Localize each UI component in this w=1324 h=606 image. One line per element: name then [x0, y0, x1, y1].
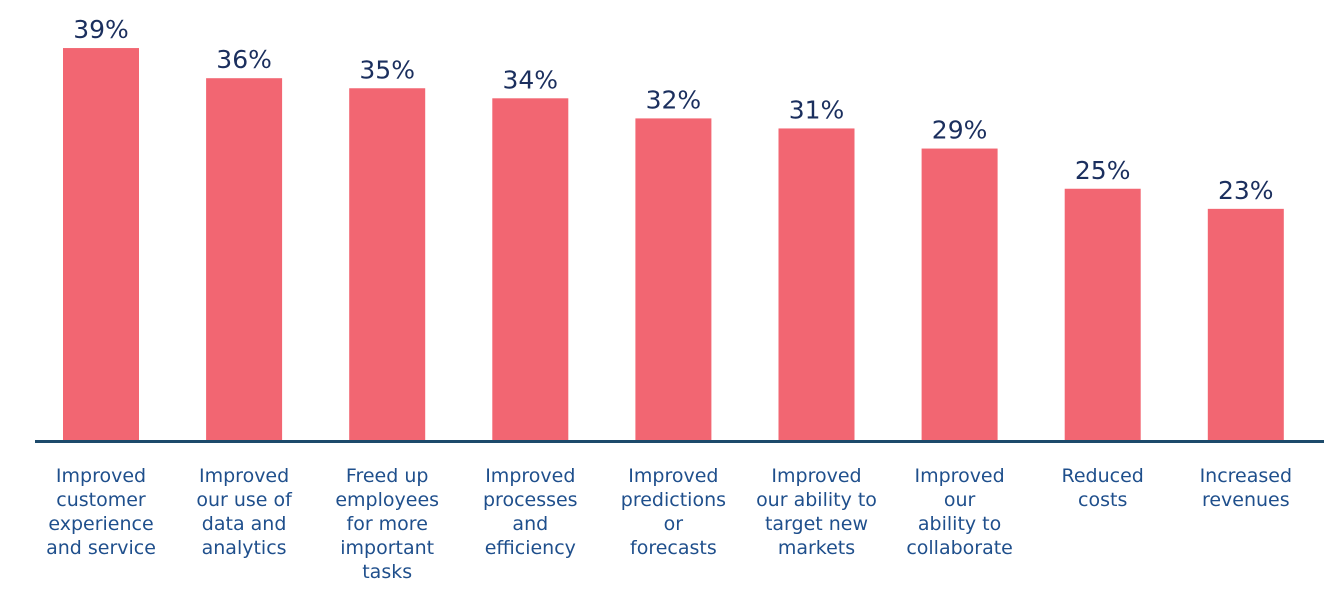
x-tick-label: Improved our ability to collaborate	[906, 465, 1013, 559]
x-tick-label: Improved our use of data and analytics	[196, 465, 293, 559]
bar	[1207, 208, 1284, 440]
x-tick-label: Reduced costs	[1062, 465, 1144, 511]
x-tick-label: Improved processes and efficiency	[483, 465, 578, 559]
bar	[492, 98, 569, 441]
x-tick-label: Improved predictions or forecasts	[621, 465, 726, 559]
x-tick-label: Improved customer experience and service	[46, 465, 156, 559]
value-label: 36%	[216, 45, 272, 74]
value-label: 31%	[789, 95, 845, 124]
value-label: 35%	[359, 55, 415, 84]
value-label: 23%	[1218, 176, 1274, 205]
value-label: 34%	[503, 65, 559, 94]
bar	[635, 118, 712, 441]
value-label: 29%	[932, 116, 988, 145]
value-label: 25%	[1075, 156, 1131, 185]
x-tick-label: Freed up employees for more important tasks	[335, 465, 439, 583]
x-tick-label: Improved our ability to target new markets	[756, 465, 877, 559]
bar	[921, 148, 998, 441]
value-label: 39%	[73, 15, 129, 44]
bar	[63, 48, 139, 441]
x-tick-label: Increased revenues	[1200, 465, 1292, 511]
bar	[349, 88, 426, 440]
bar	[778, 128, 855, 440]
bar	[206, 78, 283, 440]
bar	[1064, 188, 1141, 440]
value-label: 32%	[646, 85, 702, 114]
